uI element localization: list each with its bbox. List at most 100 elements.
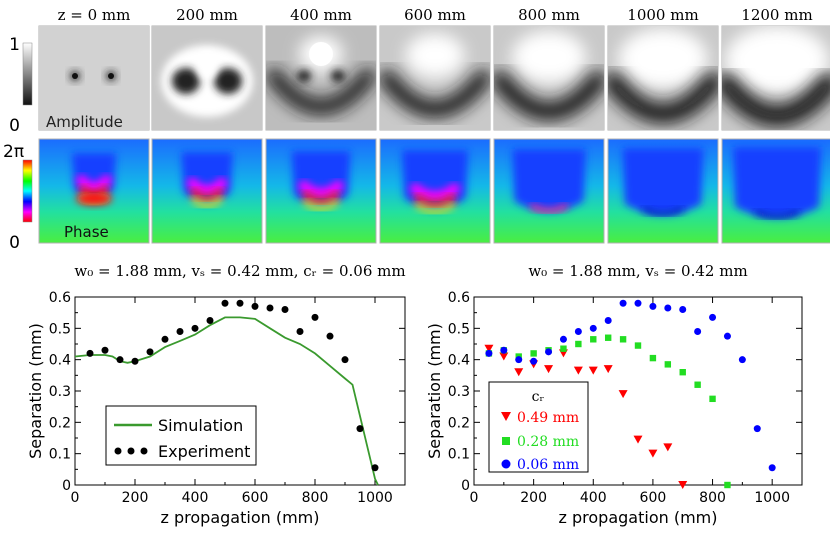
y-tick-label: 0.4 xyxy=(49,353,71,369)
data-point xyxy=(545,348,553,356)
data-point xyxy=(694,381,701,388)
data-point xyxy=(738,356,746,364)
x-tick-label: 400 xyxy=(182,490,209,506)
data-point xyxy=(191,324,199,332)
x-axis-label: z propagation (mm) xyxy=(161,508,320,527)
legend-marker xyxy=(501,412,511,421)
legend-title: cᵣ xyxy=(532,389,545,405)
phase-tile xyxy=(151,138,263,244)
legend-entry: Simulation xyxy=(158,416,243,435)
phase-colorbar-min: 0 xyxy=(9,233,20,253)
y-tick-label: 0.6 xyxy=(448,290,470,306)
data-point xyxy=(589,324,597,332)
x-tick-label: 1000 xyxy=(357,490,393,506)
right-chart: w₀ = 1.88 mm, vₛ = 0.42 mm 0 200 400 600 800 1… xyxy=(425,262,803,527)
phase-tile xyxy=(265,138,377,244)
y-tick-label: 0.5 xyxy=(448,321,470,337)
x-tick-label: 200 xyxy=(122,490,149,506)
x-tick-label: 0 xyxy=(71,490,80,506)
data-point xyxy=(356,425,364,433)
data-point xyxy=(664,361,672,368)
data-point xyxy=(266,304,274,312)
data-point xyxy=(664,304,672,312)
data-point xyxy=(500,346,508,354)
data-point xyxy=(648,449,658,458)
legend-entry: 0.28 mm xyxy=(517,434,579,450)
left-chart: w₀ = 1.88 mm, vₛ = 0.42 mm, cᵣ = 0.06 mm… xyxy=(26,262,406,527)
y-tick-label: 0.4 xyxy=(448,353,470,369)
phase-label: Phase xyxy=(64,223,109,241)
data-point xyxy=(86,349,94,357)
phase-colorbar-max: 2π xyxy=(3,142,24,162)
legend-experiment-marker xyxy=(127,447,135,455)
legend: Simulation Experiment xyxy=(105,405,257,466)
amplitude-colorbar-min: 0 xyxy=(9,116,20,136)
y-axis-label: Separation (mm) xyxy=(26,323,45,459)
data-point xyxy=(604,334,612,341)
data-point xyxy=(176,327,184,335)
data-point xyxy=(634,299,642,307)
data-point xyxy=(575,340,582,348)
legend-marker xyxy=(501,459,511,469)
amplitude-label: Amplitude xyxy=(46,113,123,131)
z-label: 800 mm xyxy=(518,6,580,24)
z-label: z = 0 mm xyxy=(58,6,131,24)
x-axis-label: z propagation (mm) xyxy=(559,508,718,527)
data-point xyxy=(296,327,304,335)
amplitude-tile xyxy=(379,25,491,131)
legend-marker xyxy=(502,437,510,445)
legend-experiment-marker xyxy=(140,447,148,455)
data-point xyxy=(131,357,139,365)
data-point xyxy=(560,345,567,352)
x-tick-label: 400 xyxy=(580,490,607,506)
data-point xyxy=(694,327,702,335)
data-point xyxy=(634,342,642,349)
data-point xyxy=(574,327,582,335)
z-label: 200 mm xyxy=(176,6,238,24)
data-point xyxy=(146,348,154,356)
amplitude-colorbar-max: 1 xyxy=(9,35,20,55)
legend-entry: Experiment xyxy=(158,442,250,461)
y-tick-label: 0.1 xyxy=(49,447,71,463)
chart-title: w₀ = 1.88 mm, vₛ = 0.42 mm xyxy=(528,262,747,280)
data-point xyxy=(484,344,494,353)
data-point xyxy=(326,332,334,340)
z-label: 400 mm xyxy=(290,6,352,24)
data-point xyxy=(515,356,523,364)
data-point xyxy=(530,357,538,365)
data-point xyxy=(709,313,717,321)
data-point xyxy=(206,317,214,324)
data-point xyxy=(723,332,731,340)
x-tick-label: 1000 xyxy=(754,490,790,506)
data-point xyxy=(619,336,627,343)
data-point xyxy=(679,306,687,314)
legend-entry: 0.06 mm xyxy=(517,457,579,473)
y-tick-label: 0 xyxy=(461,478,470,494)
data-point xyxy=(709,395,716,403)
data-point xyxy=(485,349,493,357)
data-point xyxy=(663,443,673,452)
data-point xyxy=(514,368,524,377)
data-point xyxy=(530,350,537,357)
data-point xyxy=(768,464,776,472)
data-point xyxy=(341,356,349,364)
phase-tile xyxy=(607,138,719,244)
y-tick-label: 0.3 xyxy=(448,384,470,400)
x-tick-label: 0 xyxy=(470,490,479,506)
data-point xyxy=(221,299,229,307)
x-tick-label: 200 xyxy=(520,490,547,506)
z-label: 600 mm xyxy=(404,6,466,24)
data-point xyxy=(619,299,627,307)
amplitude-colorbar: 1 0 xyxy=(9,35,33,136)
y-tick-label: 0.2 xyxy=(49,415,71,431)
data-point xyxy=(724,481,731,489)
x-tick-label: 600 xyxy=(640,490,667,506)
data-point xyxy=(499,352,509,361)
z-label: 1000 mm xyxy=(627,6,698,24)
y-tick-label: 0.3 xyxy=(49,384,71,400)
y-tick-label: 0.6 xyxy=(49,290,71,306)
data-point xyxy=(101,346,109,354)
amplitude-tile xyxy=(721,25,830,131)
chart-title: w₀ = 1.88 mm, vₛ = 0.42 mm, cᵣ = 0.06 mm xyxy=(74,262,405,280)
